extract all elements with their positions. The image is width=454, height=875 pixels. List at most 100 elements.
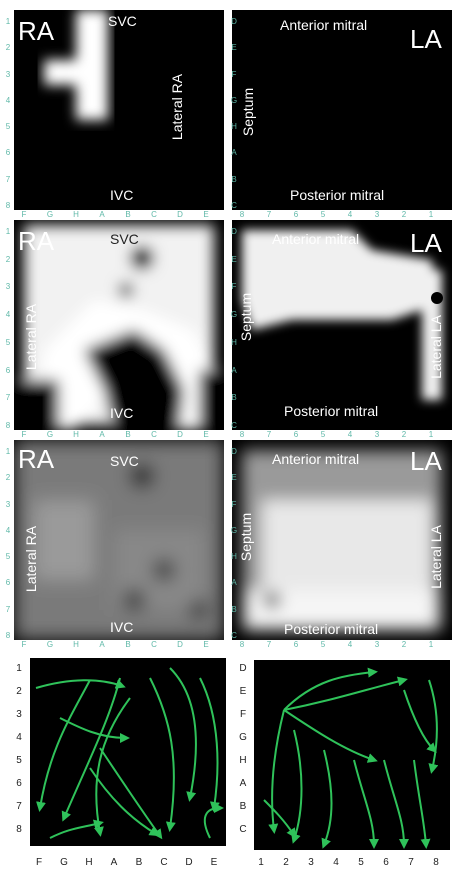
lateral-la-label: Lateral LA	[427, 525, 444, 589]
ra-flow-panel	[30, 658, 226, 846]
ra-col-tick: H	[73, 210, 79, 219]
la-map-3	[242, 450, 442, 630]
ra-map-panel-1: RA SVC Lateral RA IVC	[14, 10, 224, 210]
la-flow-row-tick: B	[239, 801, 247, 812]
la-col-tick: 5	[320, 430, 326, 439]
ra-row-tick: 6	[5, 365, 11, 375]
la-map-panel-1: Anterior mitral LA Septum Posterior mitr…	[232, 10, 452, 210]
la-flow-row-tick: F	[239, 709, 247, 720]
ra-row-tick: 7	[5, 393, 11, 403]
la-col-tick: 2	[401, 210, 407, 219]
la-row-tick: B	[231, 604, 237, 614]
la-col-tick: 7	[266, 210, 272, 219]
ra-map-1	[44, 10, 108, 120]
ra-label: RA	[18, 16, 55, 46]
ra-col-tick: E	[203, 430, 209, 439]
ra-flow-row-tick: 6	[16, 778, 22, 789]
ivc-label: IVC	[110, 187, 134, 203]
la-col-tick: 3	[374, 640, 380, 649]
septum-label: Septum	[240, 87, 257, 137]
la-row-tick: C	[231, 631, 237, 640]
ra-col-tick: D	[177, 640, 183, 649]
ra-col-tick: H	[73, 640, 79, 649]
ra-flow-row-tick: 3	[16, 709, 22, 720]
la-map-panel-3: Anterior mitral LA Septum Lateral LA Pos…	[232, 440, 452, 640]
ra-col-tick: G	[46, 210, 54, 219]
la-col-tick: 1	[428, 640, 434, 649]
posterior-mitral-label: Posterior mitral	[284, 621, 379, 637]
ra-col-tick: A	[99, 640, 105, 649]
lateral-ra-label: Lateral RA	[169, 73, 186, 141]
la-col-tick: 4	[347, 640, 353, 649]
ra-col-tick: D	[177, 430, 183, 439]
la-row-tick: B	[231, 174, 237, 184]
la-row-tick: F	[231, 69, 237, 79]
la-flow-col-tick: 5	[358, 857, 364, 868]
ivc-label: IVC	[110, 405, 134, 421]
ra-flow-col-tick: E	[210, 857, 218, 868]
ra-map-panel-2: RA SVC Lateral RA IVC	[14, 220, 224, 430]
ra-col-tick: C	[151, 430, 157, 439]
la-flow-col-tick: 1	[258, 857, 264, 868]
lateral-ra-label: Lateral RA	[23, 303, 40, 371]
ra-col-tick: H	[73, 430, 79, 439]
ra-flow-col-tick: C	[160, 857, 168, 868]
la-col-tick: 2	[401, 640, 407, 649]
la-flow-col-tick: 7	[408, 857, 414, 868]
la-row-tick: E	[231, 473, 237, 483]
svc-label: SVC	[108, 13, 137, 29]
ra-col-tick: G	[46, 430, 54, 439]
ra-flow-col-tick: G	[60, 857, 68, 868]
ra-row-tick: 3	[5, 282, 11, 292]
ra-col-tick: C	[151, 640, 157, 649]
ra-row-tick: 1	[5, 447, 11, 456]
ra-map-3	[14, 440, 224, 640]
la-row-tick: G	[230, 310, 238, 320]
ra-col-tick: G	[46, 640, 54, 649]
la-row-tick: A	[231, 148, 237, 158]
la-row-tick: A	[231, 578, 237, 588]
la-flow-arrows	[263, 667, 439, 849]
la-col-tick: 1	[428, 430, 434, 439]
ra-row-tick: 8	[5, 421, 11, 430]
la-row-tick: H	[231, 122, 237, 132]
ra-col-tick: B	[125, 430, 131, 439]
la-col-tick: 8	[239, 210, 245, 219]
ra-flow-row-tick: 8	[16, 824, 22, 835]
la-col-tick: 4	[347, 430, 353, 439]
la-row-tick: B	[231, 393, 237, 403]
svc-label: SVC	[110, 231, 139, 247]
ra-row-tick: 4	[5, 525, 11, 535]
ra-map-2	[14, 225, 224, 430]
la-flow-col-tick: 8	[433, 857, 439, 868]
ra-col-tick: F	[21, 210, 27, 219]
ra-row-tick: 2	[5, 43, 11, 53]
la-label: LA	[410, 446, 442, 476]
la-col-tick: 7	[266, 640, 272, 649]
la-map-panel-2: Anterior mitral LA Septum Lateral LA Pos…	[232, 220, 452, 430]
ra-flow-row-tick: 4	[16, 732, 22, 743]
ra-col-tick: E	[203, 210, 209, 219]
ra-flow-arrows	[35, 667, 224, 840]
anterior-mitral-label: Anterior mitral	[272, 451, 360, 467]
ra-flow-row-tick: 7	[16, 801, 22, 812]
la-col-tick: 3	[374, 430, 380, 439]
la-col-tick: 5	[320, 210, 326, 219]
ra-col-tick: C	[151, 210, 157, 219]
la-row-tick: E	[231, 43, 237, 53]
ra-row-tick: 6	[5, 148, 11, 158]
la-row-tick: F	[231, 499, 237, 509]
ra-row-tick: 2	[5, 254, 11, 264]
ra-row-tick: 5	[5, 552, 11, 562]
la-flow-row-tick: G	[239, 732, 247, 743]
ra-flow-col-tick: H	[85, 857, 93, 868]
la-row-tick: H	[231, 337, 237, 347]
la-flow-row-tick: C	[239, 824, 247, 835]
ra-row-tick: 8	[5, 201, 11, 210]
lateral-ra-label: Lateral RA	[23, 525, 40, 593]
la-flow-col-tick: 2	[283, 857, 289, 868]
ra-row-tick: 7	[5, 174, 11, 184]
ra-row-tick: 3	[5, 69, 11, 79]
svc-label: SVC	[110, 453, 139, 469]
ra-flow-row-tick: 5	[16, 755, 22, 766]
